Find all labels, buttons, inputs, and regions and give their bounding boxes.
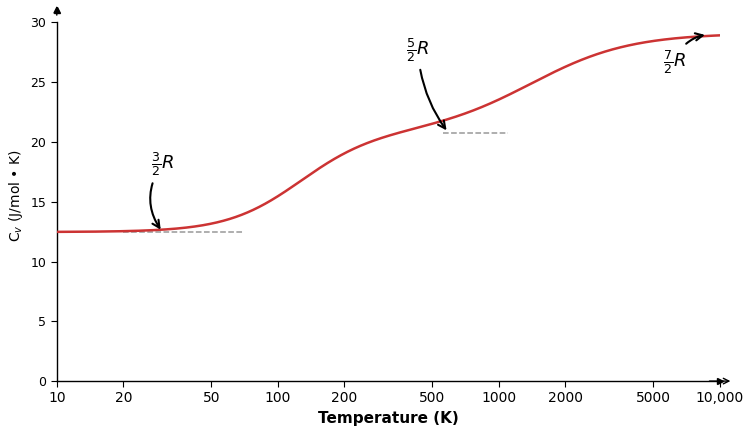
- Text: $\frac{7}{2}R$: $\frac{7}{2}R$: [662, 33, 703, 76]
- Text: $\frac{5}{2}R$: $\frac{5}{2}R$: [406, 36, 445, 129]
- X-axis label: Temperature (K): Temperature (K): [318, 411, 459, 426]
- Y-axis label: C$_v$ (J/mol • K): C$_v$ (J/mol • K): [7, 149, 25, 242]
- Text: $\frac{3}{2}R$: $\frac{3}{2}R$: [150, 150, 173, 228]
